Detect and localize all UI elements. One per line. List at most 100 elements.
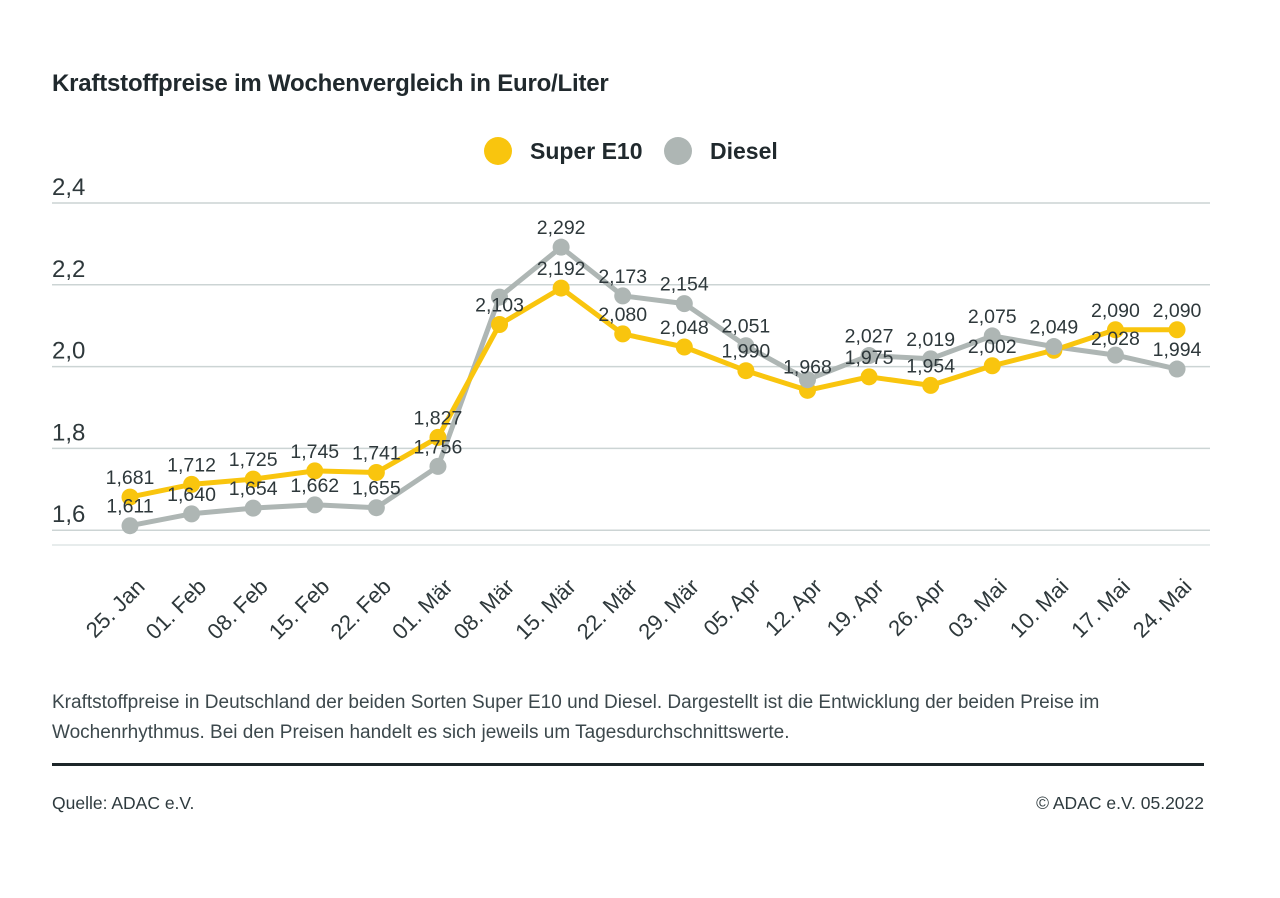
value-label: 1,975 — [845, 347, 894, 369]
x-axis-tick-label: 26. Apr — [883, 574, 950, 641]
super-e10-point — [552, 279, 570, 297]
value-label: 1,611 — [106, 496, 153, 518]
x-axis-tick-label: 15. Mär — [510, 574, 580, 644]
value-label: 1,654 — [229, 478, 278, 500]
x-axis-tick-label: 08. Feb — [202, 574, 272, 644]
x-axis-tick-label: 22. Feb — [325, 574, 395, 644]
x-axis-tick-label: 03. Mai — [943, 574, 1012, 643]
y-axis-tick-label: 1,8 — [52, 419, 85, 446]
value-label: 1,968 — [783, 357, 832, 379]
super-e10-point — [737, 362, 755, 380]
diesel-point — [675, 295, 693, 313]
value-label: 1,994 — [1153, 339, 1202, 361]
value-label: 1,756 — [414, 436, 463, 458]
page-title: Kraftstoffpreise im Wochenvergleich in E… — [52, 70, 609, 97]
value-label: 1,662 — [290, 475, 339, 497]
diesel-point — [121, 517, 139, 535]
super-e10-point — [121, 488, 139, 506]
super-e10-line — [127, 285, 1180, 500]
x-axis-tick-label: 15. Feb — [264, 574, 334, 644]
legend-label: Diesel — [710, 138, 778, 164]
value-label: 1,725 — [229, 449, 278, 471]
x-axis-tick-label: 10. Mai — [1005, 574, 1074, 643]
y-axis-tick-label: 2,2 — [52, 256, 85, 283]
source-text: Quelle: ADAC e.V. — [52, 793, 195, 813]
value-label: 2,051 — [721, 316, 770, 338]
value-label: 2,080 — [598, 304, 647, 326]
value-label: 2,154 — [660, 274, 709, 296]
value-label: 2,173 — [598, 266, 647, 288]
legend-dot-diesel — [664, 137, 692, 165]
value-label: 1,681 — [106, 467, 155, 489]
super-e10-point — [244, 470, 262, 488]
value-label: 2,002 — [968, 336, 1017, 358]
diesel-point — [922, 350, 940, 368]
super-e10-point — [922, 376, 940, 394]
diesel-point — [1168, 360, 1186, 378]
x-axis-tick-label: 05. Apr — [698, 574, 765, 641]
legend-label: Super E10 — [530, 138, 643, 164]
y-axis-tick-label: 1,6 — [52, 501, 85, 528]
diesel-point — [737, 337, 755, 355]
value-label: 2,075 — [968, 306, 1017, 328]
diesel-point — [983, 327, 1001, 345]
y-axis-tick-label: 2,0 — [52, 338, 85, 365]
x-axis-tick-label: 24. Mai — [1128, 574, 1197, 643]
x-axis-tick-label: 08. Mär — [449, 574, 519, 644]
super-e10-point — [1168, 321, 1186, 339]
value-label: 2,090 — [1091, 300, 1140, 322]
diesel-point — [429, 457, 447, 475]
x-axis-tick-label: 22. Mär — [572, 574, 642, 644]
footer-divider — [52, 763, 1204, 766]
legend-dot-super-e10 — [484, 137, 512, 165]
x-axis-tick-label: 17. Mai — [1066, 574, 1135, 643]
super-e10-point — [1106, 321, 1124, 339]
super-e10-point — [860, 368, 878, 386]
value-label: 1,827 — [414, 407, 463, 429]
value-label: 2,192 — [537, 258, 586, 280]
super-e10-point — [983, 357, 1001, 375]
x-axis-tick-label: 01. Mär — [387, 574, 457, 644]
y-axis-tick-label: 2,4 — [52, 174, 85, 201]
value-label: 2,048 — [660, 317, 709, 339]
diesel-point — [306, 496, 324, 514]
x-axis-tick-label: 01. Feb — [141, 574, 211, 644]
value-label: 1,745 — [290, 441, 339, 463]
super-e10-point — [614, 325, 632, 343]
diesel-point — [860, 347, 878, 365]
x-axis-tick-label: 12. Apr — [760, 574, 827, 641]
diesel-point — [798, 371, 816, 389]
super-e10-point — [183, 475, 201, 493]
value-label: 2,028 — [1091, 328, 1140, 350]
value-label: 1,954 — [906, 355, 955, 377]
diesel-point — [1106, 346, 1124, 364]
value-label: 2,049 — [1029, 317, 1078, 339]
value-label: 1,640 — [167, 484, 216, 506]
super-e10-point — [429, 428, 447, 446]
diesel-line — [127, 244, 1180, 529]
x-axis-tick-label: 19. Apr — [822, 574, 889, 641]
value-label: 2,027 — [845, 326, 894, 348]
value-label: 1,655 — [352, 478, 401, 500]
x-axis-tick-label: 25. Jan — [81, 574, 150, 643]
value-label: 2,090 — [1153, 300, 1202, 322]
value-label: 2,103 — [475, 294, 524, 316]
footer: Quelle: ADAC e.V. © ADAC e.V. 05.2022 — [52, 793, 1204, 814]
diesel-point — [183, 505, 201, 523]
super-e10-point — [306, 462, 324, 480]
chart-caption: Kraftstoffpreise in Deutschland der beid… — [52, 692, 1100, 743]
value-label: 1,990 — [721, 341, 770, 363]
diesel-point — [244, 499, 262, 517]
super-e10-point — [367, 464, 385, 482]
copyright-text: © ADAC e.V. 05.2022 — [1036, 793, 1204, 813]
value-label: 1,741 — [352, 443, 401, 465]
value-label: 2,019 — [906, 329, 955, 351]
super-e10-point — [675, 338, 693, 356]
diesel-point — [367, 499, 385, 517]
diesel-point — [491, 288, 509, 306]
diesel-point — [614, 287, 632, 305]
diesel-point — [552, 238, 570, 256]
value-label: 1,712 — [167, 454, 216, 476]
